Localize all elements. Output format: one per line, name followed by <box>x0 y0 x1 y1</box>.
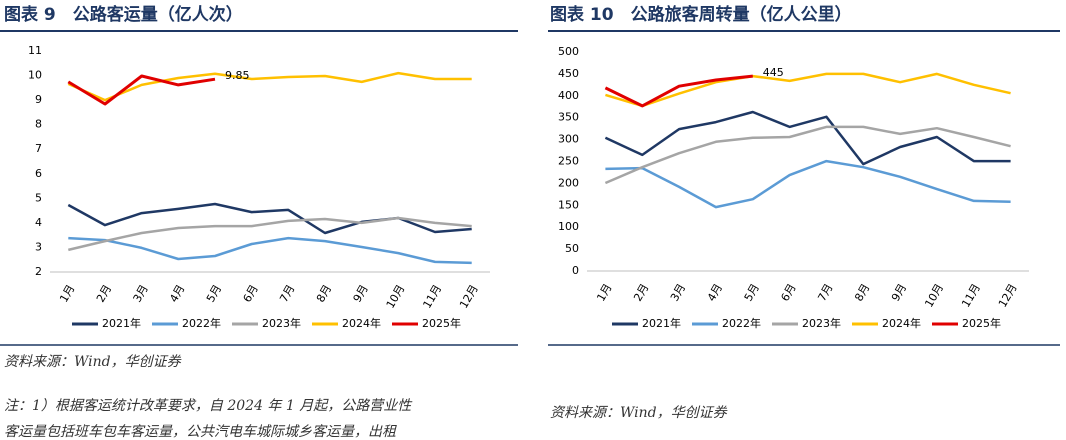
series-line <box>605 72 1011 108</box>
legend-label: 2021年 <box>642 316 681 330</box>
chart-title: 图表 9 公路客运量（亿人次） <box>4 4 243 25</box>
series-line <box>605 159 1011 209</box>
x-tick-label: 9月 <box>889 282 909 304</box>
x-tick-label: 5月 <box>742 282 762 304</box>
x-tick-label: 3月 <box>131 283 151 305</box>
y-tick-label: 2 <box>35 265 42 278</box>
y-tick-label: 0 <box>572 264 579 277</box>
series-line <box>604 110 1011 166</box>
x-tick-label: 10月 <box>384 283 408 311</box>
y-tick-label: 150 <box>558 198 579 211</box>
legend-label: 2025年 <box>962 316 1001 330</box>
x-tick-label: 6月 <box>241 283 261 305</box>
y-tick-label: 350 <box>558 111 579 124</box>
y-tick-label: 4 <box>35 216 42 229</box>
source: 资料来源：Wind，华创证券 <box>4 354 182 370</box>
note: 客运量包括班车包车客运量，公共汽电车城际城乡客运量，出租 <box>4 424 397 440</box>
series-line <box>604 74 753 108</box>
x-tick-label: 2月 <box>94 283 114 305</box>
x-tick-label: 8月 <box>852 282 872 304</box>
x-tick-label: 6月 <box>779 282 799 304</box>
x-tick-label: 8月 <box>314 283 334 305</box>
y-tick-label: 6 <box>35 167 42 180</box>
legend-label: 2024年 <box>882 316 921 330</box>
series-line <box>604 125 1011 185</box>
x-tick-label: 4月 <box>167 283 187 305</box>
legend-label: 2023年 <box>802 316 841 330</box>
legend-label: 2023年 <box>262 316 301 330</box>
x-tick-label: 3月 <box>668 282 688 304</box>
y-tick-label: 7 <box>35 142 42 155</box>
y-tick-label: 50 <box>565 242 579 255</box>
source: 资料来源：Wind，华创证券 <box>550 405 728 421</box>
y-tick-label: 5 <box>35 191 42 204</box>
y-tick-label: 8 <box>35 118 42 131</box>
x-tick-label: 11月 <box>420 283 444 311</box>
x-tick-label: 9月 <box>351 283 371 305</box>
legend-label: 2025年 <box>422 316 461 330</box>
x-tick-label: 7月 <box>815 282 835 304</box>
y-tick-label: 9 <box>35 93 42 106</box>
legend-label: 2022年 <box>182 316 221 330</box>
y-tick-label: 3 <box>35 240 42 253</box>
y-tick-label: 10 <box>28 69 42 82</box>
y-tick-label: 450 <box>558 67 579 80</box>
x-tick-label: 11月 <box>959 282 983 310</box>
x-tick-label: 12月 <box>457 283 481 311</box>
x-tick-label: 7月 <box>277 283 297 305</box>
y-tick-label: 200 <box>558 176 579 189</box>
x-tick-label: 10月 <box>922 282 946 310</box>
data-label: 445 <box>763 66 784 79</box>
data-label: 9.85 <box>225 69 250 82</box>
y-tick-label: 250 <box>558 155 579 168</box>
y-tick-label: 100 <box>558 220 579 233</box>
series-line <box>67 202 472 235</box>
x-tick-label: 1月 <box>594 282 614 304</box>
x-tick-label: 2月 <box>631 282 651 304</box>
x-tick-label: 12月 <box>996 281 1020 309</box>
legend-label: 2022年 <box>722 316 761 330</box>
y-tick-label: 11 <box>28 44 42 57</box>
x-tick-label: 5月 <box>204 283 224 305</box>
series-line <box>67 71 472 102</box>
series-line <box>68 236 472 265</box>
note: 注：1）根据客运统计改革要求，自 2024 年 1 月起，公路营业性 <box>4 398 413 414</box>
chart-title: 图表 10 公路旅客周转量（亿人公里） <box>550 4 852 25</box>
x-tick-label: 1月 <box>57 283 77 305</box>
y-tick-label: 300 <box>558 133 579 146</box>
x-tick-label: 4月 <box>705 282 725 304</box>
legend-label: 2021年 <box>102 316 141 330</box>
legend-label: 2024年 <box>342 316 381 330</box>
y-tick-label: 400 <box>558 89 579 102</box>
series-line <box>68 216 472 252</box>
y-tick-label: 500 <box>558 45 579 58</box>
series-line <box>67 74 216 106</box>
